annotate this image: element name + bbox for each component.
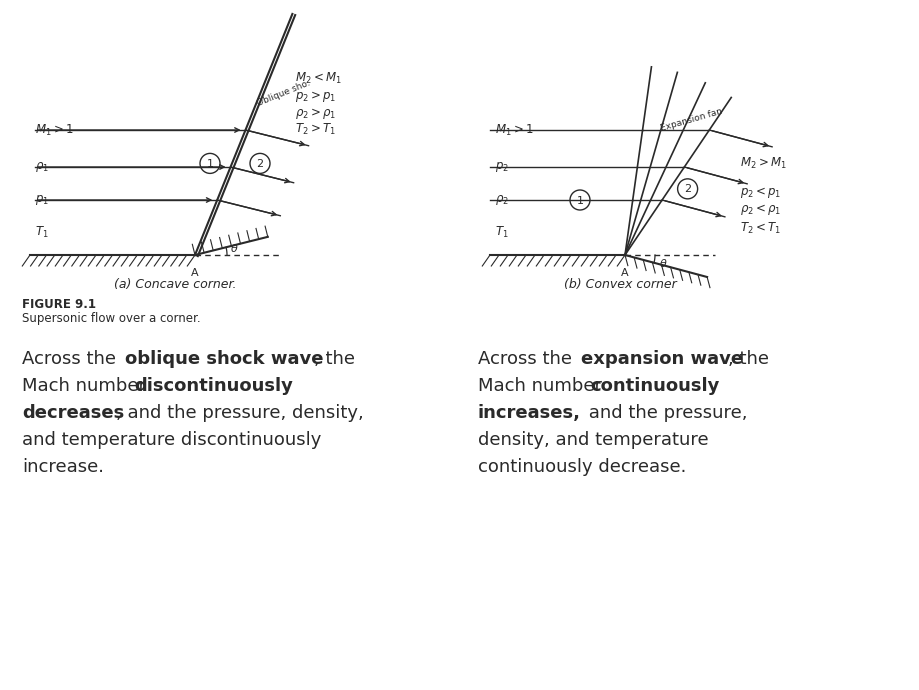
Text: Supersonic flow over a corner.: Supersonic flow over a corner. xyxy=(22,312,200,325)
Text: A: A xyxy=(191,268,199,278)
Text: expansion wave: expansion wave xyxy=(581,350,743,368)
Text: density, and temperature: density, and temperature xyxy=(478,431,708,449)
Text: (a) Concave corner.: (a) Concave corner. xyxy=(114,278,236,291)
Text: Mach number: Mach number xyxy=(478,377,607,395)
Text: Across the: Across the xyxy=(478,350,577,368)
Text: discontinuously: discontinuously xyxy=(134,377,293,395)
Text: $M_1 > 1$: $M_1 > 1$ xyxy=(35,122,74,137)
Text: , the: , the xyxy=(727,350,768,368)
Text: Oblique sho.: Oblique sho. xyxy=(255,78,312,108)
Text: decreases: decreases xyxy=(22,404,124,422)
Text: Across the: Across the xyxy=(22,350,121,368)
Text: $\rho_2 < \rho_1$: $\rho_2 < \rho_1$ xyxy=(739,202,780,217)
Text: FIGURE 9.1: FIGURE 9.1 xyxy=(22,298,96,311)
Text: continuously decrease.: continuously decrease. xyxy=(478,458,686,476)
Text: continuously: continuously xyxy=(590,377,720,395)
Text: $\rho_2$: $\rho_2$ xyxy=(494,193,508,207)
Text: $p_2 < p_1$: $p_2 < p_1$ xyxy=(739,185,780,200)
Text: $\rho_2 > \rho_1$: $\rho_2 > \rho_1$ xyxy=(295,106,336,121)
Text: (b) Convex corner: (b) Convex corner xyxy=(563,278,675,291)
Text: A: A xyxy=(620,268,628,278)
Text: , the: , the xyxy=(313,350,355,368)
Text: $T_2 > T_1$: $T_2 > T_1$ xyxy=(295,122,335,137)
Text: $p_1$: $p_1$ xyxy=(35,193,49,207)
Text: $\rho_1$: $\rho_1$ xyxy=(35,160,49,174)
Text: 2: 2 xyxy=(684,184,690,195)
Text: increase.: increase. xyxy=(22,458,104,476)
Text: 1: 1 xyxy=(206,159,213,169)
Text: $M_2 > M_1$: $M_2 > M_1$ xyxy=(739,156,786,171)
Text: $T_2 < T_1$: $T_2 < T_1$ xyxy=(739,221,780,236)
Text: $\theta$: $\theta$ xyxy=(230,242,238,254)
Text: $M_1 > 1$: $M_1 > 1$ xyxy=(494,122,533,137)
Text: and temperature discontinuously: and temperature discontinuously xyxy=(22,431,321,449)
Text: $M_2 < M_1$: $M_2 < M_1$ xyxy=(295,71,341,86)
Text: $p_2 > p_1$: $p_2 > p_1$ xyxy=(295,89,336,104)
Text: $T_1$: $T_1$ xyxy=(494,224,508,239)
Text: , and the pressure, density,: , and the pressure, density, xyxy=(116,404,364,422)
Text: Expansion fan: Expansion fan xyxy=(659,107,722,133)
Text: $p_2$: $p_2$ xyxy=(494,160,508,174)
Text: and the pressure,: and the pressure, xyxy=(582,404,746,422)
Text: 1: 1 xyxy=(576,195,583,206)
Text: oblique shock wave: oblique shock wave xyxy=(125,350,323,368)
Text: $T_1$: $T_1$ xyxy=(35,224,49,239)
Text: Mach number: Mach number xyxy=(22,377,152,395)
Text: 2: 2 xyxy=(256,159,263,169)
Text: $\theta$: $\theta$ xyxy=(658,257,667,269)
Text: increases,: increases, xyxy=(478,404,581,422)
